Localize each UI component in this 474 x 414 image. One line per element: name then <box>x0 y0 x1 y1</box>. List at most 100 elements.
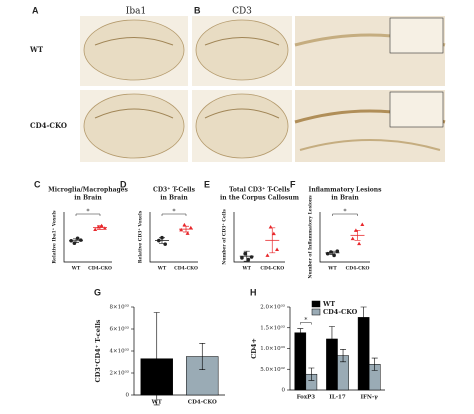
y-tick-label: 4×10⁰³ <box>109 348 129 355</box>
y-axis-label: CD3⁺CD4⁺ T-cells <box>94 319 102 382</box>
panel-letter: F <box>290 179 296 189</box>
y-tick-label: 8×10⁰³ <box>109 304 129 311</box>
x-tick-label: CD4-CKO <box>260 266 284 272</box>
chart-title: in Brain <box>160 195 188 202</box>
x-tick-label: IFN-γ <box>360 395 378 401</box>
dot <box>179 227 184 232</box>
dot <box>350 236 355 241</box>
y-tick-label: 2×10⁰³ <box>109 370 129 377</box>
error-bar <box>199 343 206 370</box>
dot <box>335 249 340 253</box>
error-bar <box>243 250 250 262</box>
y-axis-label: Number of Inflammatory Lesions <box>308 195 314 279</box>
dot <box>185 231 190 235</box>
error-bar <box>354 229 361 241</box>
error-bar <box>360 306 367 329</box>
x-tick-label: WT <box>327 266 337 272</box>
dot <box>325 251 330 256</box>
error-bar <box>371 357 378 371</box>
dot <box>360 222 365 226</box>
panel-letter: D <box>120 179 127 189</box>
chart-title: CD3⁺ T-Cells <box>153 187 196 194</box>
axes <box>233 212 285 263</box>
error-bar <box>97 225 103 230</box>
y-tick-label: 5.0×10⁰² <box>260 366 285 373</box>
y-axis-label: Number of CD3⁺ Cells <box>222 209 228 265</box>
error-bar <box>328 326 335 352</box>
significance: * <box>173 209 176 216</box>
panel-title: Iba1 <box>126 7 146 17</box>
panel-letter: E <box>204 179 210 189</box>
dot <box>265 253 270 257</box>
error-bar <box>329 250 336 255</box>
y-axis-label: Relative CD3⁺ Voxels <box>138 210 144 263</box>
error-bar <box>269 227 276 254</box>
sig-bracket <box>300 322 312 325</box>
panel-title: CD3 <box>232 7 252 17</box>
panel-letter: H <box>250 287 257 297</box>
dot <box>243 251 247 256</box>
axes <box>149 212 198 263</box>
dot <box>79 238 83 242</box>
legend-swatch <box>311 308 321 316</box>
sig-bracket <box>75 213 101 216</box>
panel-letter: B <box>194 5 201 15</box>
y-tick-label: 0 <box>282 388 286 394</box>
significance: * <box>344 209 347 216</box>
error-bar <box>183 225 189 233</box>
error-bar <box>159 237 165 244</box>
y-tick-label: 0 <box>126 393 130 399</box>
x-tick-label: CD4-CKO <box>188 400 217 406</box>
dot <box>93 227 98 231</box>
axes <box>319 212 370 263</box>
y-axis-label: CD4+ <box>250 338 258 359</box>
dot <box>188 225 193 230</box>
x-tick-label: WT <box>151 400 163 406</box>
legend-label: CD4-CKO <box>323 308 358 316</box>
y-tick-label: 6×10⁰³ <box>109 326 129 333</box>
chart-title: in Brain <box>331 195 359 202</box>
dot <box>275 247 280 251</box>
bar <box>294 332 307 391</box>
legend-swatch <box>311 300 321 308</box>
y-tick-label: 2.0×10⁰³ <box>260 304 285 311</box>
axes <box>63 212 112 263</box>
chart-title: Inflammatory Lesions <box>309 187 383 194</box>
dot <box>249 255 254 259</box>
sig-bracket <box>161 213 187 216</box>
dot <box>182 222 187 227</box>
dot <box>163 242 167 246</box>
chart-title: Microglia/Macrophages <box>48 187 128 194</box>
chart-title: Total CD3⁺ T-Cells <box>229 187 290 194</box>
dot <box>240 256 244 260</box>
dot <box>357 241 362 246</box>
dot <box>246 257 251 262</box>
error-bar <box>340 349 347 363</box>
error-bar <box>153 312 160 406</box>
x-tick-label: IL-17 <box>329 395 346 401</box>
row-label: WT <box>29 45 44 54</box>
x-tick-label: WT <box>242 266 252 272</box>
x-tick-label: CD4-CKO <box>174 266 198 272</box>
micrographs <box>80 16 446 162</box>
significance: * <box>87 209 90 216</box>
error-bar <box>297 328 304 338</box>
panel-letter: A <box>32 5 39 15</box>
significance: * <box>304 317 307 324</box>
error-bar <box>308 367 315 381</box>
y-tick-label: 1.0×10⁰³ <box>260 345 285 352</box>
panel-letter: C <box>34 179 41 189</box>
row-label: CD4-CKO <box>30 121 67 130</box>
x-tick-label: CD4-CKO <box>346 266 370 272</box>
x-tick-label: WT <box>157 266 167 272</box>
x-tick-label: WT <box>71 266 81 272</box>
chart-title: in the Corpus Callosum <box>220 195 300 202</box>
x-tick-label: CD4-CKO <box>88 266 112 272</box>
legend-label: WT <box>322 300 335 308</box>
y-axis-label: Relative Iba1⁺ Voxels <box>52 210 58 264</box>
bar <box>357 317 370 391</box>
chart-title: in Brain <box>74 195 102 202</box>
y-tick-label: 1.5×10⁰³ <box>260 324 285 331</box>
dot <box>271 231 276 236</box>
